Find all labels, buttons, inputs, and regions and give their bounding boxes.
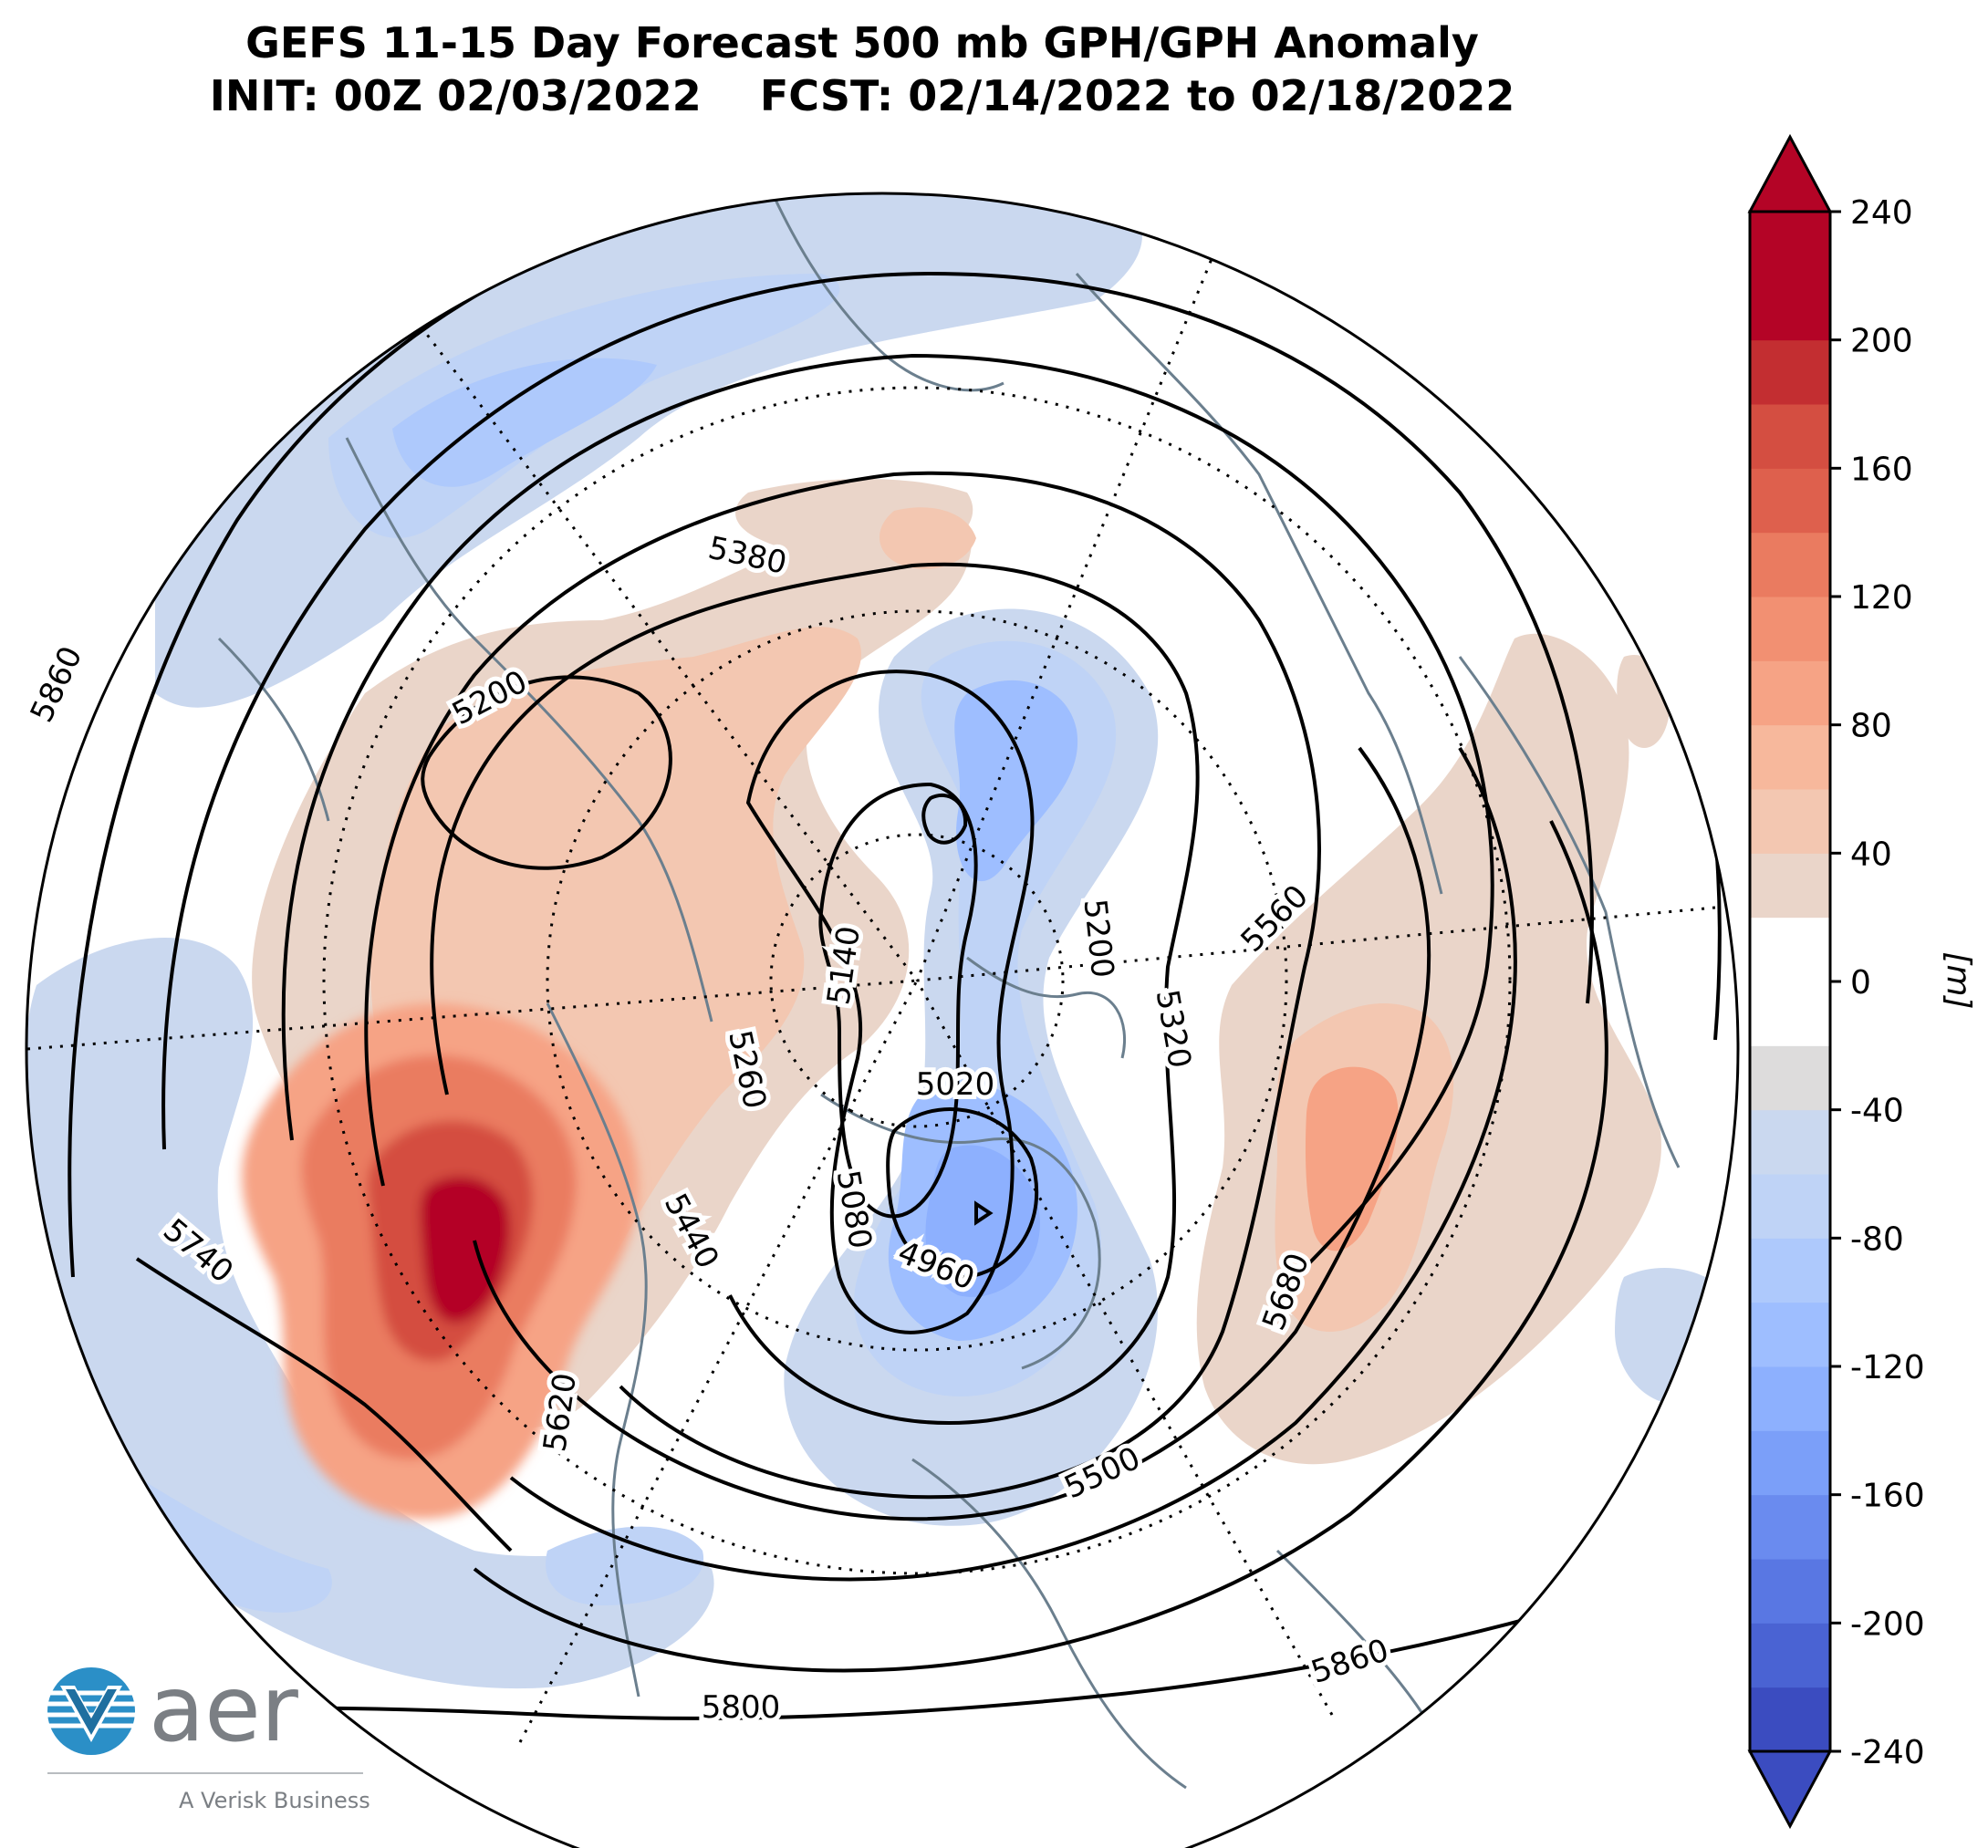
contour-label: 5860 xyxy=(24,641,90,728)
contour-label: 5860 xyxy=(1306,1632,1393,1691)
aer-wordmark: aer xyxy=(149,1658,299,1762)
negative-anomaly-east xyxy=(1615,1268,1735,1405)
graticule xyxy=(26,209,1716,1743)
negative-anomaly-west xyxy=(26,938,714,1688)
positive-anomaly-east xyxy=(1196,633,1670,1465)
chart-title: GEFS 11-15 Day Forecast 500 mb GPH/GPH A… xyxy=(0,16,1724,122)
negative-anomaly-center xyxy=(784,608,1159,1526)
aer-logo-graphic: aer A Verisk Business xyxy=(47,1656,370,1813)
anomaly-fill xyxy=(26,193,1735,1688)
map-boundary xyxy=(25,192,1740,1848)
title-line-2: INIT: 00Z 02/03/2022 FCST: 02/14/2022 to… xyxy=(209,71,1515,120)
contour-label: 5320 xyxy=(1149,987,1198,1071)
positive-anomaly-hotspot xyxy=(242,1003,639,1520)
contour-label: 5080 xyxy=(829,1168,879,1251)
contour-label: 5200 xyxy=(1077,898,1121,980)
aer-tagline: A Verisk Business xyxy=(179,1788,370,1813)
contour-label: 5020 xyxy=(916,1066,995,1103)
globe-icon xyxy=(47,1667,135,1755)
height-contours xyxy=(54,193,1722,1720)
contour-label: 5800 xyxy=(702,1689,781,1726)
aer-logo: aer A Verisk Business xyxy=(44,1656,372,1822)
title-line-1: GEFS 11-15 Day Forecast 500 mb GPH/GPH A… xyxy=(245,18,1479,67)
